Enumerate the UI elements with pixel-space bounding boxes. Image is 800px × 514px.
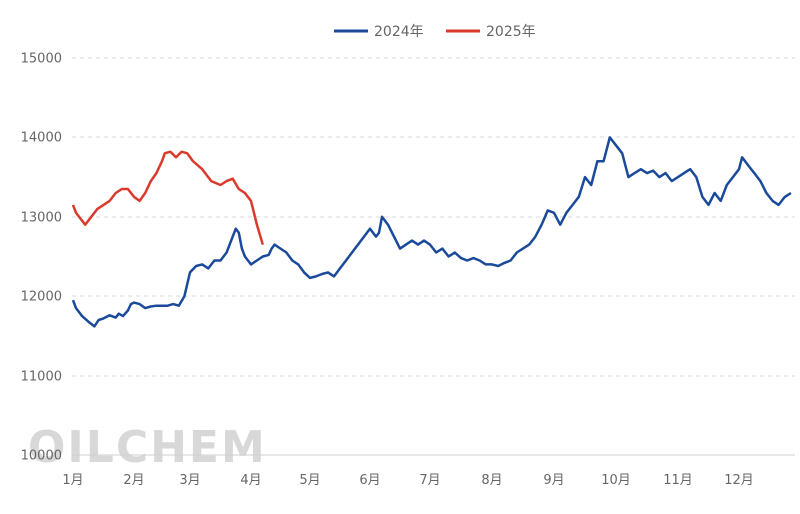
x-tick-label: 10月 <box>601 473 631 488</box>
grid-lines <box>72 57 795 377</box>
x-tick-label: 3月 <box>179 473 200 488</box>
x-tick-label: 11月 <box>663 473 693 488</box>
oilchem-watermark: OILCHEM <box>28 422 267 473</box>
legend: 2024年 2025年 <box>334 24 536 40</box>
series-line-1 <box>71 150 264 245</box>
x-tick-label: 7月 <box>419 473 440 488</box>
x-tick-label: 9月 <box>543 473 564 488</box>
x-axis: 1月 2月 3月 4月 5月 6月 7月 8月 9月 10月 11月 12月 <box>62 473 753 488</box>
y-tick-label: 11000 <box>21 370 62 385</box>
y-tick-label: 10000 <box>21 449 62 464</box>
legend-label-2024: 2024年 <box>374 24 424 40</box>
y-axis: 15000 14000 13000 12000 11000 10000 <box>21 52 62 464</box>
x-tick-label: 2月 <box>123 473 144 488</box>
x-tick-label: 5月 <box>299 473 320 488</box>
x-tick-label: 4月 <box>240 473 261 488</box>
x-tick-label: 12月 <box>724 473 754 488</box>
y-tick-label: 14000 <box>21 131 62 146</box>
legend-label-2025: 2025年 <box>486 24 536 40</box>
x-tick-label: 6月 <box>359 473 380 488</box>
x-tick-label: 8月 <box>481 473 502 488</box>
y-tick-label: 13000 <box>21 211 62 226</box>
y-tick-label: 15000 <box>21 52 62 67</box>
series-line-0 <box>71 136 792 328</box>
y-tick-label: 12000 <box>21 290 62 305</box>
x-tick-label: 1月 <box>62 473 83 488</box>
series-layer <box>71 136 792 328</box>
